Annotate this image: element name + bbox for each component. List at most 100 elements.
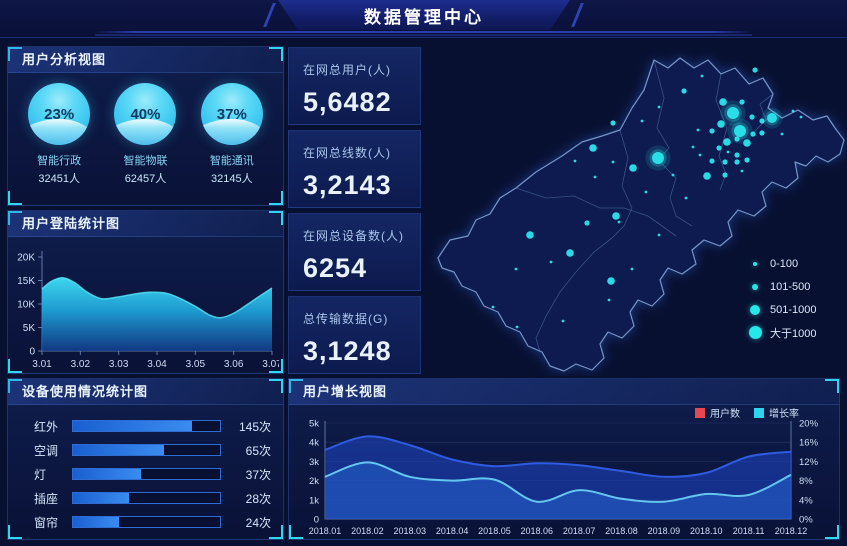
stat-label: 在网总线数(人) — [303, 146, 391, 160]
legend-item-users[interactable]: 用户数 — [695, 405, 740, 420]
map-bubble — [514, 267, 518, 271]
usage-bar-fill — [73, 445, 165, 455]
stat-card-total-devices: 在网总设备数(人) 6254 — [288, 213, 421, 291]
gauge-iot-label: 智能物联 — [123, 155, 168, 167]
usage-bar — [72, 444, 221, 456]
login-area — [42, 277, 272, 351]
map-bubble — [734, 159, 740, 165]
gauge-comm: 37% 智能通讯 32145人 — [189, 83, 274, 186]
gauge-admin-percent: 23% — [44, 105, 75, 123]
svg-text:2018.08: 2018.08 — [605, 526, 638, 536]
map-bubble — [767, 113, 777, 123]
map-bubble — [573, 159, 577, 163]
gauge-iot-percent: 40% — [130, 105, 161, 123]
map-bubble — [629, 164, 637, 172]
map-legend-item: 501-1000 — [746, 298, 817, 321]
panel-login-stats-title: 用户登陆统计图 — [8, 211, 283, 237]
device-row-aircon: 空调 65次 — [34, 443, 271, 458]
device-row-infrared: 红外 145次 — [34, 419, 271, 434]
map-bubble — [719, 98, 727, 106]
map-bubbles[interactable] — [491, 67, 803, 329]
stat-label: 在网总设备数(人) — [303, 229, 404, 243]
gauge-admin-circle: 23% — [28, 83, 91, 145]
device-row-light: 灯 37次 — [34, 467, 271, 482]
map-bubble — [610, 120, 616, 126]
map-bubble — [759, 118, 765, 124]
map-bubble — [717, 120, 725, 128]
panel-device-usage: 设备使用情况统计图 红外 145次 空调 65次 灯 37次 插座 28次 — [7, 378, 284, 540]
header-decoration-left — [263, 3, 283, 27]
map-bubble — [734, 152, 740, 158]
map-bubble — [657, 105, 661, 109]
map-bubble — [612, 212, 620, 220]
legend-swatch-icon — [754, 407, 764, 418]
map-bubble — [716, 145, 722, 151]
usage-bar — [72, 492, 221, 504]
svg-text:10K: 10K — [17, 300, 35, 311]
device-value: 28次 — [245, 491, 271, 506]
map-bubble — [734, 136, 740, 142]
svg-text:3.03: 3.03 — [109, 359, 129, 370]
legend-swatch-icon — [695, 407, 705, 418]
map-bubble — [722, 159, 728, 165]
svg-text:3.05: 3.05 — [186, 359, 206, 370]
map-region: 0-100 101-500 501-1000 大于1000 — [424, 40, 847, 380]
legend-label: 用户数 — [710, 409, 740, 420]
growth-legend: 用户数 增长率 — [695, 405, 799, 420]
map-legend-item: 101-500 — [746, 275, 817, 298]
header: 数据管理中心 — [0, 0, 847, 38]
legend-item-growth-rate[interactable]: 增长率 — [754, 405, 799, 420]
map-bubble — [515, 325, 519, 329]
stat-card-total-lines: 在网总线数(人) 3,2143 — [288, 130, 421, 208]
growth-area-chart: 0 1k 2k 3k 4k 5k 0% 4% 8% 12% 16% 20% 2018.01 2018.02… — [309, 419, 819, 537]
svg-text:3.01: 3.01 — [32, 359, 52, 370]
map-legend: 0-100 101-500 501-1000 大于1000 — [746, 252, 817, 344]
svg-text:20%: 20% — [799, 419, 819, 430]
device-label: 窗帘 — [34, 515, 59, 530]
device-label: 红外 — [34, 419, 59, 434]
legend-label: 0-100 — [770, 257, 799, 270]
map-bubble — [791, 109, 795, 113]
gauge-iot-circle: 40% — [114, 83, 177, 145]
svg-text:3.02: 3.02 — [71, 359, 91, 370]
map-bubble — [584, 220, 590, 226]
map-bubble — [671, 173, 675, 177]
svg-text:15K: 15K — [17, 276, 35, 287]
device-label: 灯 — [34, 467, 47, 482]
svg-text:4k: 4k — [309, 438, 319, 449]
map-bubble — [681, 88, 687, 94]
map-bubble — [739, 99, 745, 105]
map-bubble — [723, 138, 731, 146]
svg-text:0: 0 — [29, 347, 35, 358]
panel-user-analysis-title: 用户分析视图 — [8, 47, 283, 73]
map-bubble — [561, 319, 565, 323]
panel-user-growth: 用户增长视图 用户数 增长率 0 1k 2k 3k 4k 5k 0% 4% 8% 12% 16% 20… — [288, 378, 840, 540]
gauge-admin-count: 32451人 — [38, 173, 80, 185]
gauge-iot-count: 62457人 — [124, 173, 167, 185]
device-value: 37次 — [245, 467, 271, 482]
map-bubble — [607, 298, 611, 302]
device-row-socket: 插座 28次 — [34, 491, 271, 506]
gauge-comm-label: 智能通讯 — [209, 155, 254, 167]
svg-text:2018.01: 2018.01 — [309, 526, 342, 536]
svg-text:2018.12: 2018.12 — [775, 526, 808, 536]
svg-text:2018.11: 2018.11 — [733, 526, 765, 536]
panel-device-usage-title: 设备使用情况统计图 — [8, 379, 283, 405]
legend-label: 101-500 — [770, 280, 811, 293]
map-bubble — [727, 107, 739, 119]
svg-text:0: 0 — [314, 515, 319, 526]
map-bubble — [700, 74, 704, 78]
legend-label: 增长率 — [769, 409, 799, 420]
stat-value: 6254 — [303, 253, 368, 283]
map-bubble — [703, 172, 711, 180]
usage-bar-fill — [73, 493, 129, 503]
map-bubble — [526, 231, 534, 239]
map-bubble — [709, 158, 715, 164]
gauge-comm-percent: 37% — [216, 105, 247, 123]
svg-text:3.07: 3.07 — [262, 359, 279, 370]
usage-bar-fill — [73, 421, 193, 431]
usage-bar-fill — [73, 469, 141, 479]
login-chart-plot: 0 5K 10K 15K 20K 3.01 3.02 3.03 3.04 3.05 3.06 3.07 — [17, 251, 279, 370]
stat-label: 总传输数据(G) — [303, 312, 389, 326]
map-bubble — [644, 190, 648, 194]
